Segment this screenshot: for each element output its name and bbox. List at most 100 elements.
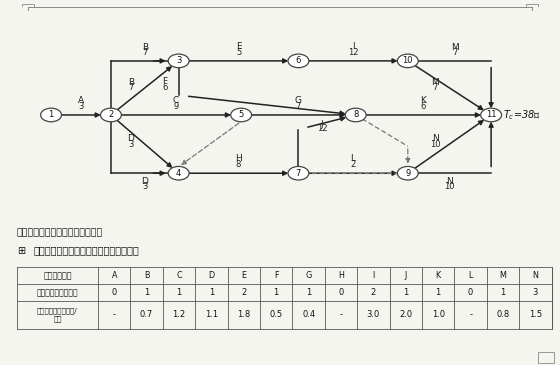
Text: 12: 12 — [348, 47, 358, 57]
Text: 1: 1 — [501, 288, 506, 297]
Text: 7: 7 — [296, 169, 301, 178]
Text: C: C — [176, 271, 182, 280]
Text: M: M — [500, 271, 506, 280]
Text: 3: 3 — [128, 139, 133, 149]
Text: L: L — [351, 154, 356, 164]
Text: 1.5: 1.5 — [529, 310, 542, 319]
Text: 10: 10 — [430, 139, 441, 149]
Text: N: N — [533, 271, 538, 280]
Text: 1: 1 — [209, 288, 214, 297]
Text: 8: 8 — [236, 160, 241, 169]
Text: D: D — [141, 177, 148, 186]
Text: 1: 1 — [144, 288, 149, 297]
Text: 2: 2 — [351, 160, 356, 169]
Circle shape — [101, 108, 122, 122]
Text: 施工总进度计划（时间单位：周）: 施工总进度计划（时间单位：周） — [17, 228, 103, 237]
Text: 0: 0 — [111, 288, 117, 297]
Text: A: A — [78, 96, 84, 105]
Text: 1: 1 — [176, 288, 181, 297]
Text: 3: 3 — [533, 288, 538, 297]
Circle shape — [41, 108, 62, 122]
Text: 0.4: 0.4 — [302, 310, 315, 319]
Text: 1: 1 — [274, 288, 279, 297]
Circle shape — [398, 54, 418, 68]
Text: 9: 9 — [174, 101, 179, 111]
Bar — [538, 352, 554, 363]
Text: 0.5: 0.5 — [269, 310, 283, 319]
Text: 1: 1 — [48, 111, 54, 119]
Text: 周）: 周） — [53, 316, 62, 323]
Text: 1.8: 1.8 — [237, 310, 250, 319]
Text: 2: 2 — [241, 288, 246, 297]
Text: $T_c$=38周: $T_c$=38周 — [503, 108, 541, 122]
Text: 10: 10 — [444, 182, 455, 191]
Text: K: K — [436, 271, 441, 280]
Circle shape — [398, 166, 418, 180]
Text: M: M — [451, 43, 459, 52]
Text: 3.0: 3.0 — [367, 310, 380, 319]
Text: D: D — [208, 271, 214, 280]
Text: J: J — [405, 271, 407, 280]
Text: N: N — [432, 134, 439, 143]
Text: 6: 6 — [421, 101, 426, 111]
Text: 9: 9 — [405, 169, 410, 178]
Text: 1: 1 — [403, 288, 408, 297]
Text: 7: 7 — [296, 101, 301, 111]
Circle shape — [168, 166, 189, 180]
Circle shape — [168, 54, 189, 68]
Text: 1: 1 — [306, 288, 311, 297]
Text: 8: 8 — [353, 111, 358, 119]
Text: -: - — [113, 310, 116, 319]
Text: 1.1: 1.1 — [205, 310, 218, 319]
Text: 5: 5 — [236, 47, 241, 57]
Text: B: B — [142, 43, 148, 52]
Text: H: H — [338, 271, 344, 280]
Circle shape — [231, 108, 251, 122]
Circle shape — [480, 108, 502, 122]
Text: ⊞: ⊞ — [17, 246, 25, 255]
Text: 各工作可以缩短的时间及其增加的赶工费: 各工作可以缩短的时间及其增加的赶工费 — [34, 246, 139, 255]
Text: A: A — [111, 271, 117, 280]
Text: 6: 6 — [296, 56, 301, 65]
Text: 6: 6 — [162, 84, 167, 92]
Text: 2: 2 — [371, 288, 376, 297]
Text: 1.0: 1.0 — [432, 310, 445, 319]
Text: 5: 5 — [239, 111, 244, 119]
Text: J: J — [320, 120, 323, 129]
Text: -: - — [469, 310, 472, 319]
Text: 12: 12 — [316, 124, 327, 133]
Text: 2: 2 — [108, 111, 114, 119]
Text: E: E — [236, 42, 241, 51]
Text: I: I — [372, 271, 375, 280]
Text: C: C — [173, 96, 179, 105]
Text: 11: 11 — [486, 111, 496, 119]
Text: 7: 7 — [452, 48, 458, 57]
Text: B: B — [128, 78, 134, 87]
Text: 7: 7 — [128, 84, 133, 92]
Text: F: F — [274, 271, 278, 280]
Text: 7: 7 — [433, 84, 438, 92]
Text: 1: 1 — [436, 288, 441, 297]
Text: 4: 4 — [176, 169, 181, 178]
Text: I: I — [352, 42, 354, 51]
Text: 1.2: 1.2 — [172, 310, 185, 319]
Text: G: G — [295, 96, 302, 105]
Text: F: F — [162, 77, 167, 86]
Text: 分部工程名称: 分部工程名称 — [43, 271, 72, 280]
Text: 0: 0 — [468, 288, 473, 297]
Text: D: D — [127, 134, 134, 143]
Text: 3: 3 — [142, 182, 147, 191]
Text: 7: 7 — [142, 48, 147, 57]
Text: 可缩短的时间（周）: 可缩短的时间（周） — [36, 288, 78, 297]
Text: 2.0: 2.0 — [399, 310, 412, 319]
Text: G: G — [305, 271, 312, 280]
Text: M: M — [432, 78, 440, 87]
Circle shape — [346, 108, 366, 122]
Text: N: N — [446, 177, 453, 186]
Text: 3: 3 — [78, 101, 83, 111]
Text: 10: 10 — [403, 56, 413, 65]
Text: 0.8: 0.8 — [496, 310, 510, 319]
Text: H: H — [235, 154, 242, 164]
Circle shape — [288, 54, 309, 68]
Text: B: B — [144, 271, 150, 280]
